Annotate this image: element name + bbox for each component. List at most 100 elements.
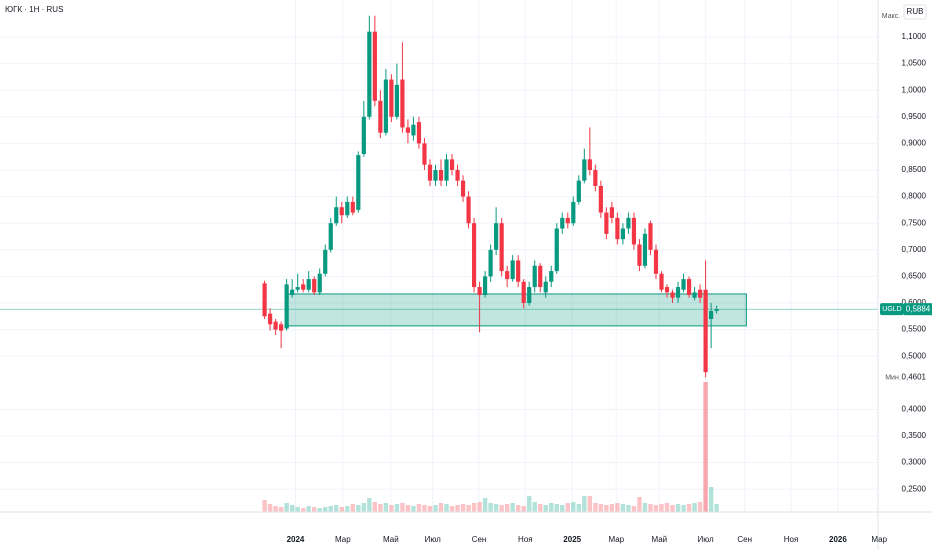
x-tick-label: Ноя — [518, 535, 533, 544]
x-tick-label: Сен — [472, 535, 487, 544]
volume-bar — [521, 506, 526, 512]
min-price: 0,4601 — [902, 373, 927, 382]
candle-body — [554, 228, 559, 272]
x-tick-label: 2024 — [287, 535, 305, 544]
candle-body — [488, 249, 493, 277]
candle-body — [471, 223, 477, 288]
candle-body — [527, 287, 532, 304]
candle-body — [664, 287, 670, 293]
volume-bar — [549, 503, 554, 512]
candle-body — [626, 217, 631, 229]
candle-body — [312, 279, 317, 293]
candle-body — [405, 127, 411, 133]
volume-bar — [493, 504, 499, 512]
volume-bar — [532, 502, 537, 512]
volume-bar — [510, 503, 515, 512]
min-label-box — [879, 371, 932, 384]
x-tick-label: Май — [651, 535, 667, 544]
volume-bar — [703, 382, 708, 512]
volume-bar — [670, 505, 675, 512]
candle-body — [334, 207, 339, 224]
volume-bar — [609, 504, 615, 512]
volume-bar — [267, 504, 273, 512]
candle-body — [483, 276, 488, 296]
volume-bar — [378, 504, 383, 512]
volume-bar — [565, 503, 570, 512]
volume-bar — [438, 503, 444, 512]
candle-body — [339, 207, 344, 216]
volume-bar — [405, 505, 411, 512]
volume-layer — [262, 382, 719, 512]
candle-body — [361, 116, 366, 155]
volume-bar — [648, 504, 653, 512]
candle-body — [317, 273, 322, 293]
candle-body — [345, 201, 350, 216]
candle-body — [538, 265, 543, 288]
candle-body — [571, 201, 576, 224]
volume-bar — [289, 505, 295, 512]
x-tick-label: Мар — [608, 535, 624, 544]
volume-bar — [361, 503, 367, 512]
axis-layer: 0,2500 0,3000 0,3500 0,4000 0,5000 0,5500 0,60… — [287, 32, 932, 544]
candle-body — [383, 79, 388, 133]
volume-bar — [284, 503, 289, 512]
volume-bar — [482, 498, 488, 512]
candle-body — [449, 159, 455, 170]
x-tick-label: Июл — [425, 535, 442, 544]
volume-bar — [416, 504, 422, 512]
volume-bar — [637, 497, 642, 512]
candle-body — [659, 273, 664, 290]
y-tick-label: 0,9000 — [902, 138, 927, 147]
volume-bar — [615, 503, 620, 512]
volume-bar — [477, 502, 482, 512]
y-tick-label: 0,7000 — [902, 245, 927, 254]
volume-bar — [317, 508, 322, 512]
candle-body — [692, 292, 697, 298]
y-tick-label: 0,4000 — [902, 405, 927, 414]
candle-body — [560, 217, 565, 229]
candle-body — [697, 289, 703, 298]
last-price-tag — [904, 303, 932, 316]
volume-bar — [571, 502, 576, 512]
volume-bar — [708, 487, 714, 512]
x-tick-label: Июл — [697, 535, 714, 544]
y-tick-label: 0,3000 — [902, 458, 927, 467]
y-tick-label: 0,2500 — [902, 484, 927, 493]
candle-body — [416, 122, 422, 144]
currency[interactable]: RUB — [907, 7, 924, 16]
candle-body — [532, 265, 537, 288]
candle-body — [709, 310, 714, 319]
volume-bar — [675, 504, 681, 512]
volume-bar — [449, 506, 455, 512]
candle-body — [642, 233, 648, 266]
volume-bar — [681, 505, 686, 512]
candle-body — [438, 169, 444, 181]
symbol-tag — [880, 303, 904, 316]
currency-box[interactable] — [903, 4, 927, 20]
candle-body — [268, 313, 273, 325]
volume-bar — [328, 506, 333, 512]
y-tick-label: 0,9500 — [902, 112, 927, 121]
y-tick-label: 1,0500 — [902, 59, 927, 68]
candle-body — [279, 324, 284, 331]
candle-body — [593, 169, 598, 186]
x-tick-label: 2025 — [563, 535, 581, 544]
volume-bar — [262, 500, 267, 512]
candle-body — [681, 279, 686, 290]
volume-bar — [560, 505, 565, 512]
candle-body — [301, 284, 306, 290]
volume-bar — [686, 504, 692, 512]
volume-bar — [631, 506, 637, 512]
zone-layer — [0, 293, 878, 327]
candle-body — [565, 217, 570, 224]
candle-body — [543, 281, 548, 293]
volume-bar — [372, 502, 378, 512]
volume-bar — [692, 503, 697, 512]
volume-bar — [471, 503, 477, 512]
volume-bar — [626, 505, 631, 512]
volume-bar — [504, 504, 510, 512]
volume-bar — [659, 504, 664, 512]
max-label-box — [879, 10, 903, 22]
x-tick-label: Мар — [871, 535, 887, 544]
candle-body — [521, 281, 526, 304]
